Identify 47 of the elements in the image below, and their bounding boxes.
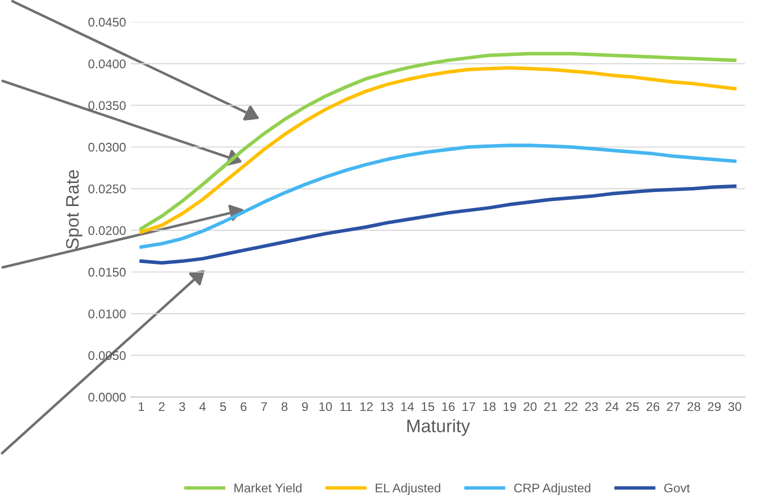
x-tick-label: 18 xyxy=(483,402,496,412)
y-tick-label: 0.0400 xyxy=(88,59,126,68)
x-tick-label: 27 xyxy=(667,402,680,411)
legend-label: CRP Adjusted xyxy=(514,483,590,495)
line-series xyxy=(140,144,736,249)
x-tick-label: 15 xyxy=(422,402,434,412)
y-axis-title: Spot Rate xyxy=(66,170,82,249)
x-tick-label: 7 xyxy=(261,402,267,411)
x-tick-label: 1 xyxy=(138,402,144,411)
x-tick-label: 30 xyxy=(728,402,742,412)
x-tick-label: 2 xyxy=(158,402,165,411)
x-tick-label: 3 xyxy=(179,402,186,412)
x-tick-label: 13 xyxy=(380,402,394,412)
y-tick-label: 0.0150 xyxy=(88,268,126,277)
y-tick-label: 0.0200 xyxy=(88,226,126,235)
x-tick-label: 6 xyxy=(240,402,246,412)
y-tick-label: 0.0350 xyxy=(88,101,126,110)
legend-label: Govt xyxy=(664,484,690,492)
x-tick-label: 12 xyxy=(360,402,373,411)
y-tick-label: 0.0100 xyxy=(88,309,126,318)
x-tick-label: 9 xyxy=(302,402,308,412)
line-series xyxy=(140,184,736,265)
x-tick-label: 21 xyxy=(544,402,557,411)
x-tick-label: 25 xyxy=(626,402,639,412)
x-tick-label: 26 xyxy=(646,402,660,412)
x-tick-label: 29 xyxy=(708,402,721,412)
x-tick-label: 16 xyxy=(442,402,455,412)
legend-label: EL Adjusted xyxy=(376,483,440,495)
x-tick-label: 11 xyxy=(340,402,352,411)
x-tick-label: 14 xyxy=(401,402,414,411)
x-tick-label: 24 xyxy=(606,402,619,411)
legend-label: Market Yield xyxy=(234,483,302,492)
y-tick-label: 0.0250 xyxy=(88,184,126,194)
x-tick-label: 22 xyxy=(564,402,578,411)
x-tick-label: 5 xyxy=(220,402,226,412)
x-tick-label: 10 xyxy=(319,402,332,412)
x-tick-label: 23 xyxy=(585,402,598,412)
y-tick-label: 0.0300 xyxy=(88,142,126,152)
x-tick-label: 19 xyxy=(504,402,516,412)
x-tick-label: 17 xyxy=(462,402,476,411)
x-tick-label: 8 xyxy=(282,402,288,412)
x-tick-label: 28 xyxy=(688,402,700,412)
y-tick-label: 0.0450 xyxy=(88,18,126,27)
x-tick-label: 4 xyxy=(199,402,206,411)
y-tick-label: 0.0000 xyxy=(88,392,126,402)
x-axis-title: Maturity xyxy=(407,419,470,436)
x-tick-label: 20 xyxy=(524,402,537,412)
